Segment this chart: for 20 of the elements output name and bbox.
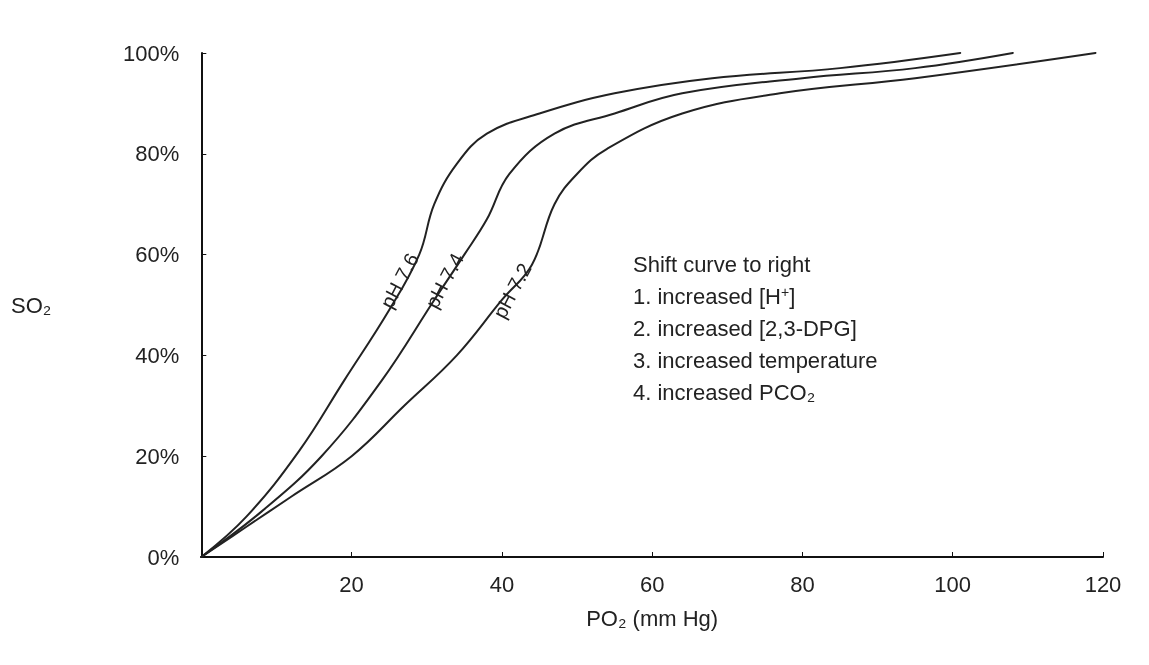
x-tick-label: 40 — [489, 571, 515, 597]
text: pH 7.2 — [488, 259, 536, 322]
y-tick-label: 80% — [135, 141, 180, 167]
x-axis-title: PO₂ (mm Hg) — [586, 605, 719, 631]
annotation: 2. increased [2,3-DPG] — [633, 315, 857, 341]
y-tick-label: 0% — [147, 544, 180, 570]
y-tick-label: 100% — [123, 40, 180, 66]
y-axis-title: SO₂ — [11, 292, 52, 318]
x-tick-label: 100 — [934, 571, 972, 597]
y-tick-label: 40% — [135, 342, 180, 368]
x-tick-label: 60 — [639, 571, 665, 597]
y-tick-label: 60% — [135, 242, 180, 268]
annotation: 1. increased [H+] — [633, 283, 796, 309]
annotation: 3. increased temperature — [633, 347, 878, 373]
annotation: 4. increased PCO₂ — [633, 379, 816, 405]
x-tick-label: 120 — [1084, 571, 1122, 597]
x-tick-label: 80 — [790, 571, 815, 597]
y-tick-label: 20% — [135, 443, 180, 469]
x-tick-label: 20 — [339, 571, 364, 597]
annotation: Shift curve to right — [633, 251, 811, 277]
